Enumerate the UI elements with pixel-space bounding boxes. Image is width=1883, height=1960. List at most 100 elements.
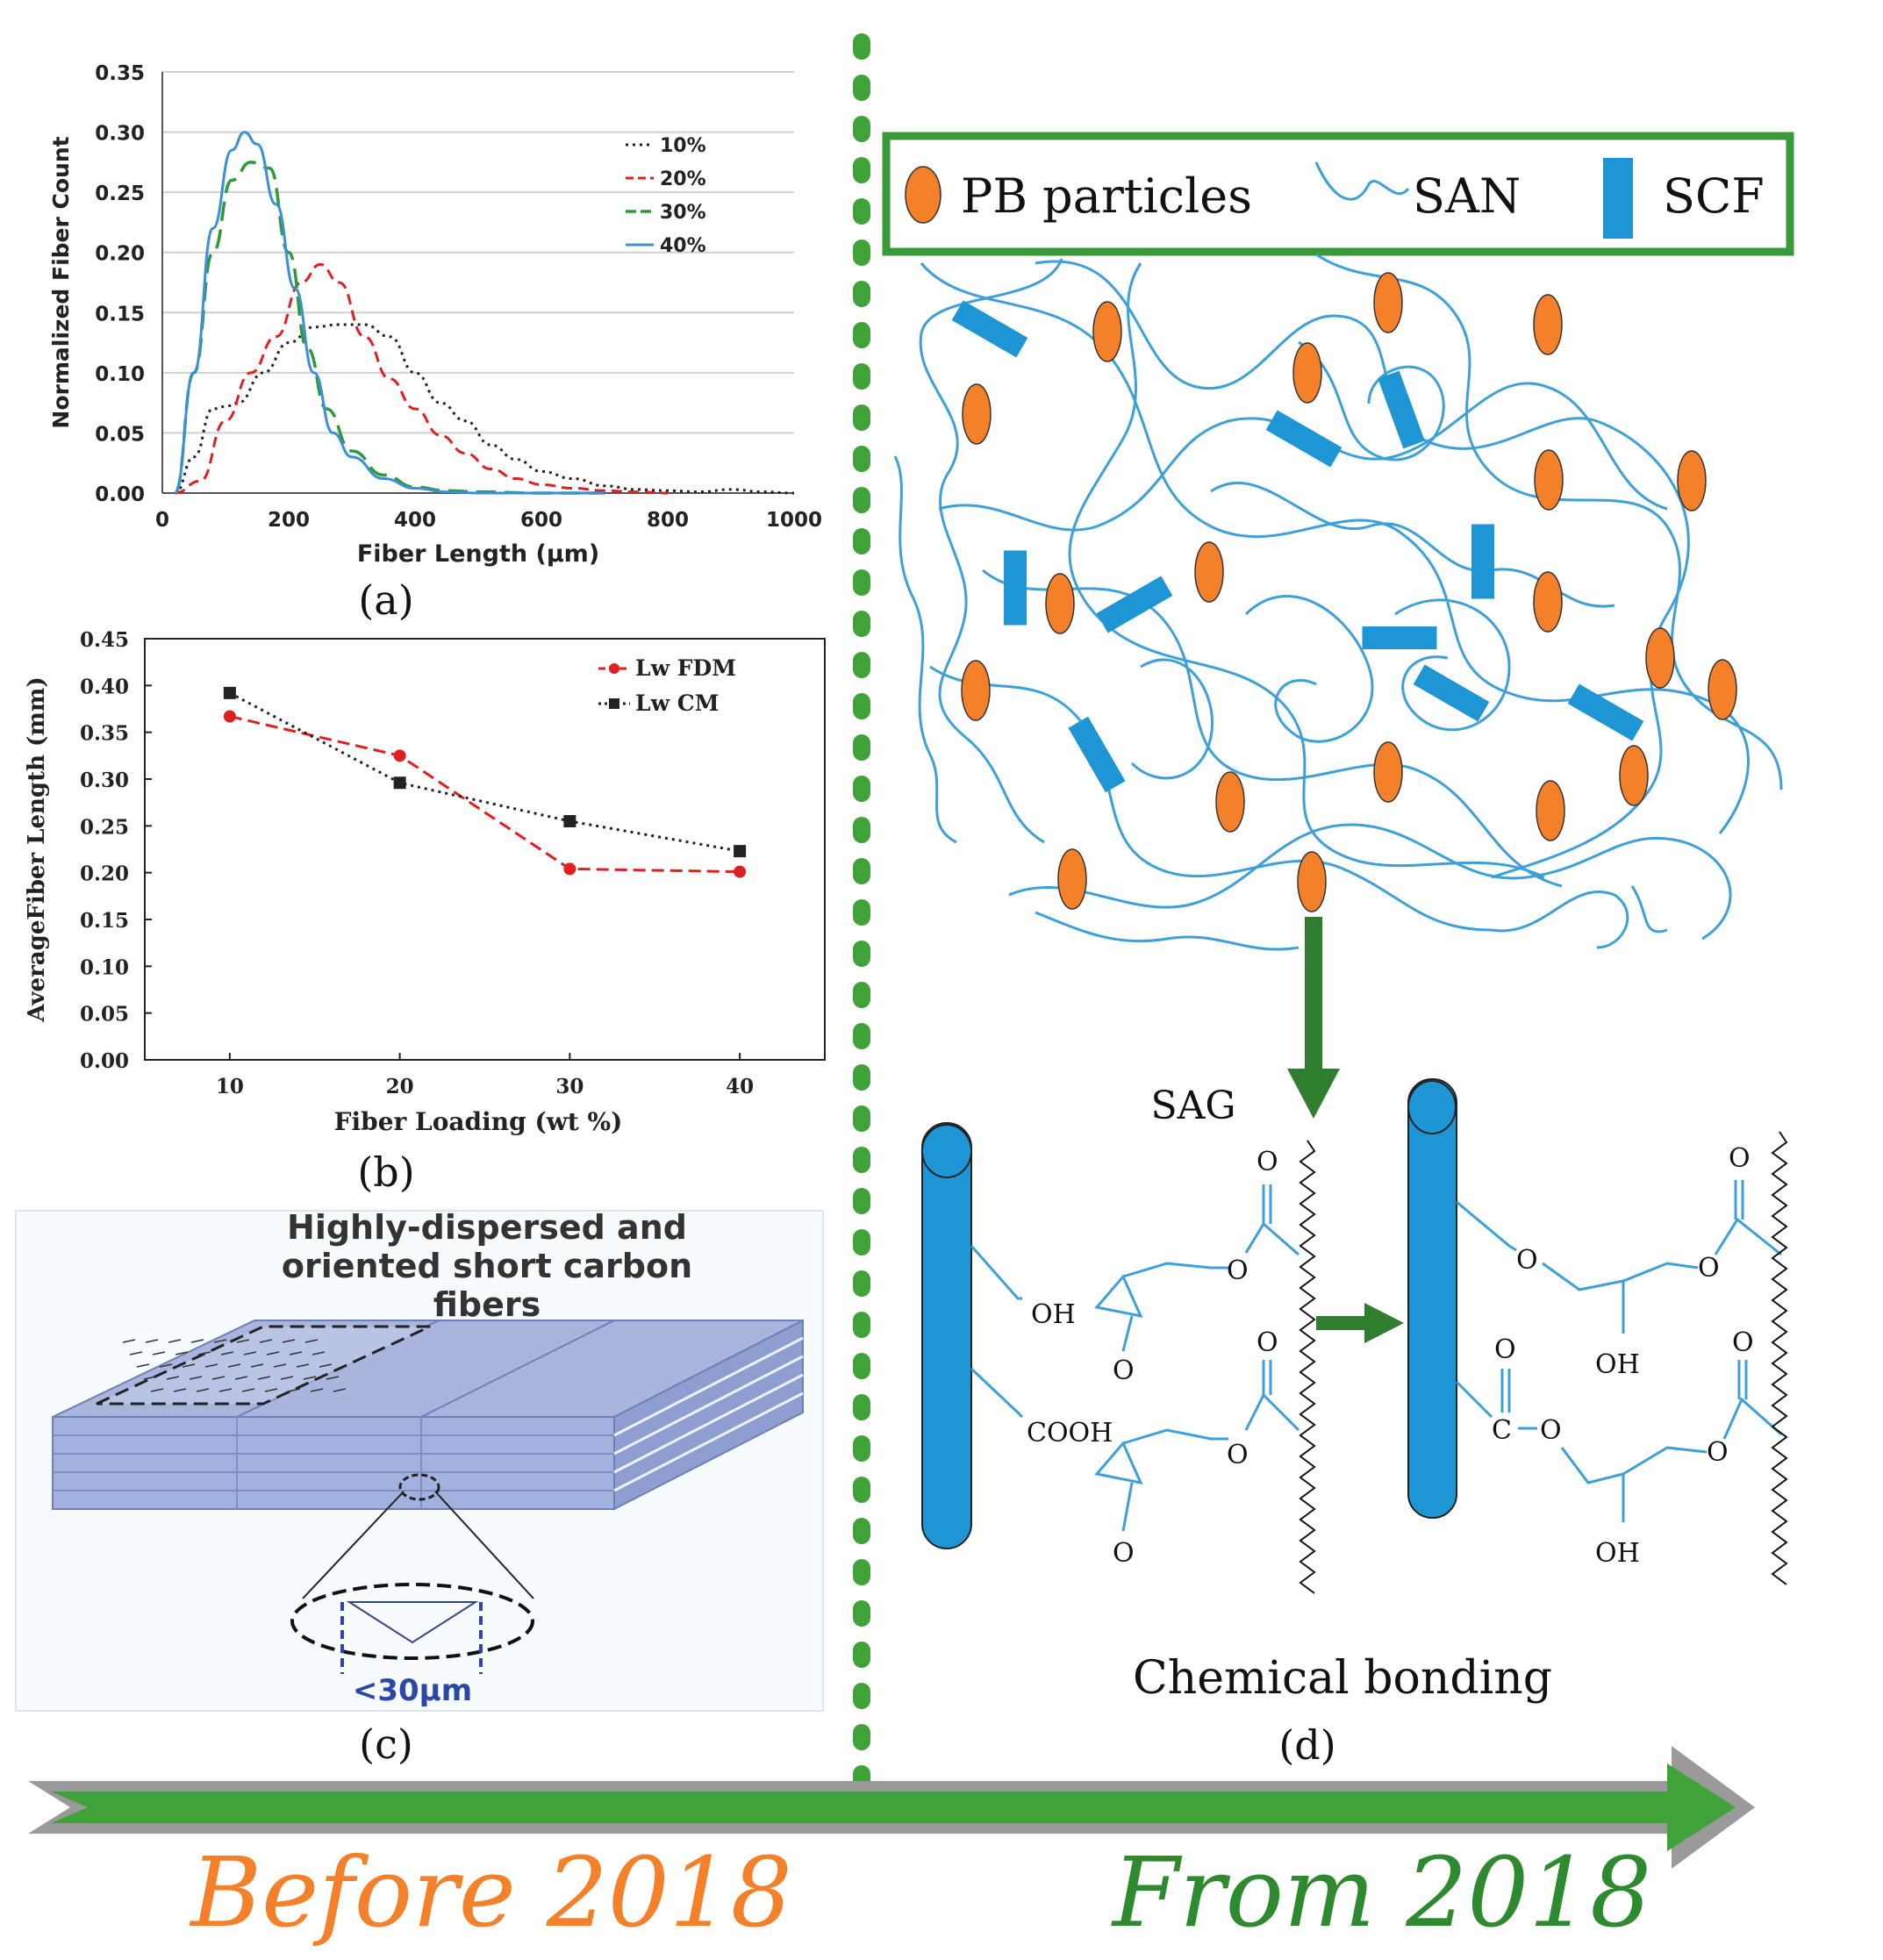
panel-c-title-line2: oriented short carbon: [282, 1247, 692, 1285]
epoxide-ring-upper: [1094, 1274, 1143, 1319]
divider-dot: [853, 1147, 870, 1173]
scf-fiber: [1004, 550, 1027, 626]
panel-a-y-tick: 0.30: [95, 123, 145, 146]
panel-a-x-tick: 400: [394, 509, 436, 532]
fiber-dash: [211, 1376, 226, 1380]
scale-label: <30μm: [353, 1673, 472, 1708]
panel-b-average-fiber-length: 0.00 0.05 0.10 0.15 0.20 0.25 0.30 0.35 0.40 0.45…: [24, 628, 826, 1196]
timeline-arrow: [28, 1746, 1755, 1869]
san-chain-legend-icon: [1314, 161, 1410, 201]
divider-dot: [853, 157, 870, 183]
scf-fiber: [1362, 626, 1437, 649]
panel-a-x-tick: 1000: [766, 509, 822, 532]
panel-b-series: [223, 686, 747, 878]
glycidyl-chain-upper: [1122, 1262, 1228, 1278]
fiber-dash: [122, 1339, 136, 1343]
fiber-dash: [310, 1388, 324, 1392]
panel-a-gridlines: [162, 71, 794, 434]
fiber-dash: [319, 1363, 333, 1368]
fiber-dash: [264, 1388, 278, 1392]
panel-b-y-tick: 0.25: [80, 815, 129, 839]
scf-fiber: [1096, 576, 1173, 633]
divider-dot: [853, 1064, 870, 1091]
panel-a-x-axis-label: Fiber Length (μm): [357, 540, 599, 568]
ester-o-right-upper: O: [1698, 1253, 1720, 1284]
divider-dot: [853, 528, 870, 554]
epoxide-o-upper: O: [1113, 1356, 1135, 1386]
panel-a-legend-label: 20%: [660, 168, 706, 190]
ester-o-upper: O: [1227, 1255, 1249, 1286]
layered-print-block: [52, 1319, 804, 1511]
fiber-dash: [168, 1339, 182, 1343]
panel-a-legend-label: 40%: [660, 235, 706, 257]
fiber-dash: [220, 1351, 234, 1356]
carbonyl-o-right-upper: O: [1729, 1143, 1751, 1174]
fiber-dash: [150, 1388, 164, 1392]
divider-dot: [853, 1477, 870, 1503]
panel-a-x-tick-labels: 0 200 400 600 800 1000: [155, 509, 822, 532]
block-front-face: [52, 1416, 615, 1510]
divider-dot: [853, 817, 870, 843]
ester-bond-upper: [1244, 1221, 1299, 1256]
carbon-fiber-left-cap: [921, 1124, 972, 1178]
panel-b-legend-label: Lw CM: [635, 690, 719, 716]
fiber-dash: [166, 1376, 180, 1380]
epoxide-o-bond-upper: [1121, 1315, 1134, 1352]
pb-particle: [1215, 771, 1245, 833]
panel-a-x-tick: 600: [520, 509, 562, 532]
glycidyl-chain-lower: [1122, 1428, 1228, 1445]
panel-b-y-tick: 0.40: [80, 675, 129, 698]
divider-dot: [853, 1642, 870, 1668]
scf-legend-icon: [1603, 158, 1633, 239]
polymer-backbone-right: [1771, 1131, 1788, 1585]
panel-b-point-lw-cm: [223, 686, 236, 699]
panel-b-y-tick-labels: 0.00 0.05 0.10 0.15 0.20 0.25 0.30 0.35 0.40 0.45: [80, 628, 152, 1073]
down-arrow-shaft: [1305, 917, 1322, 1070]
panel-c-label: (c): [359, 1720, 413, 1768]
panel-b-plot-frame: [144, 638, 826, 1061]
fiber-dash: [241, 1388, 255, 1392]
oh-label-right-upper: OH: [1595, 1349, 1640, 1380]
panel-b-series-line-lw-fdm: [229, 715, 741, 874]
ester-o-right-lower: O: [1707, 1437, 1729, 1468]
panel-b-point-lw-fdm: [393, 749, 406, 762]
epoxide-ring-lower: [1094, 1441, 1143, 1485]
pb-particle: [961, 660, 991, 721]
panel-d-chemical-bonding: PB particles SAN SCF SAG OH COOH O: [882, 132, 1794, 1769]
ester-c: C: [1492, 1415, 1512, 1446]
fiber-dash: [257, 1376, 271, 1380]
panel-b-point-lw-cm: [393, 776, 406, 790]
block-layers: [53, 1336, 804, 1509]
carbon-fiber-right-cap: [1407, 1080, 1457, 1134]
panel-b-x-tick: 40: [726, 1075, 754, 1098]
divider-dot: [853, 693, 870, 719]
divider-dot: [853, 1105, 870, 1132]
timeline-arrow-body: [51, 1763, 1736, 1851]
fiber-dash: [218, 1388, 233, 1392]
fiber-dash: [189, 1376, 203, 1380]
ester-bond-right-lower: [1722, 1397, 1782, 1440]
fiber-dash: [196, 1388, 210, 1392]
panel-b-y-tick: 0.05: [80, 1003, 129, 1026]
pb-particle: [1534, 449, 1564, 511]
fiber-dash: [243, 1351, 257, 1356]
divider-dot: [853, 363, 870, 390]
divider-dot: [853, 487, 870, 513]
sag-label: SAG: [1150, 1084, 1235, 1128]
divider-dot: [853, 1683, 870, 1709]
epoxide-o-bond-lower: [1121, 1482, 1134, 1532]
panel-a-series: [173, 131, 795, 495]
panel-a-y-tick-labels: 0.00 0.05 0.10 0.15 0.20 0.25 0.30 0.35: [95, 62, 145, 506]
scf-fiber: [1413, 664, 1490, 722]
polymer-backbone-zigzag: [1771, 1131, 1788, 1585]
fiber-dash: [175, 1351, 189, 1356]
panel-b-point-lw-fdm: [563, 862, 576, 876]
panel-b-point-lw-cm: [563, 815, 576, 827]
divider-dot: [853, 446, 870, 472]
divider-dot: [853, 322, 870, 348]
divider-dot: [853, 982, 870, 1008]
products-scheme: O OH O O C O O OH O O: [1407, 1078, 1788, 1585]
ring-opened-chain-upper: [1542, 1262, 1699, 1291]
divider-dot: [853, 281, 870, 307]
panel-b-y-tick: 0.30: [80, 769, 129, 792]
